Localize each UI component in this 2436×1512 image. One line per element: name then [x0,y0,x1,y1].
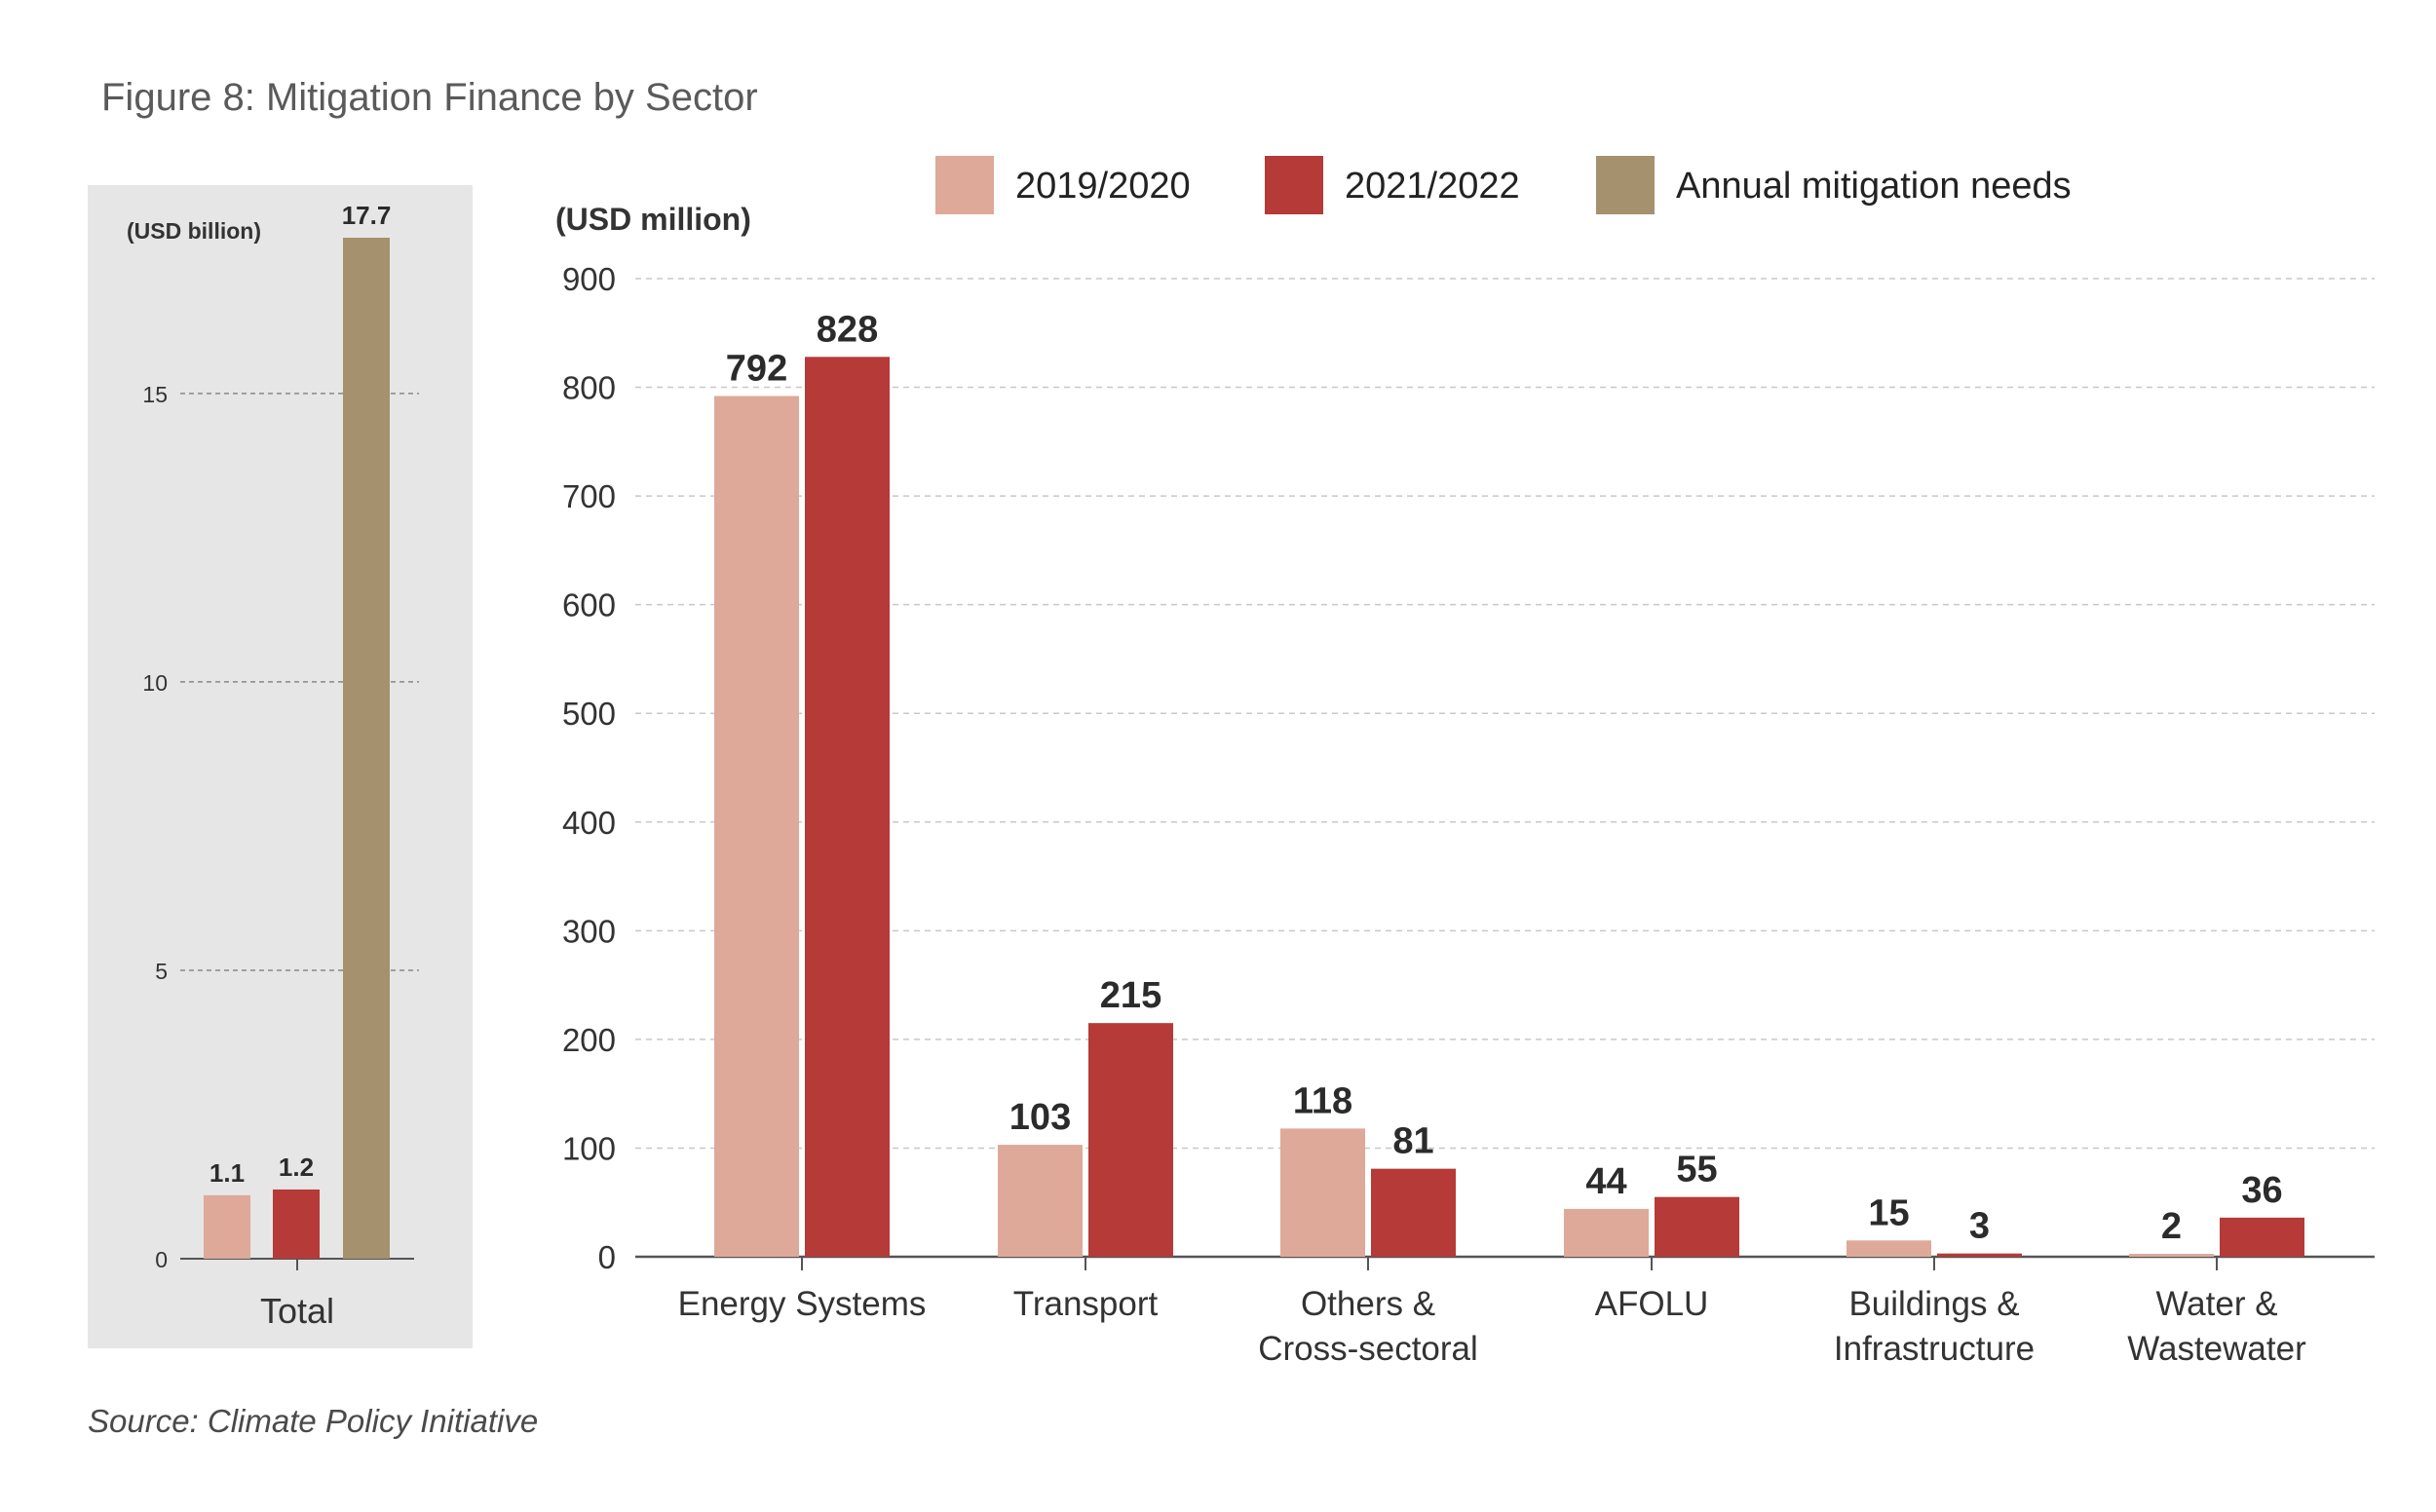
sector-value-label-2021-2022-2: 81 [1392,1121,1433,1162]
sector-category-label-2-0: Others & [1301,1285,1435,1323]
sector-chart: (USD million) 0 100 200 300 400 500 600 700 800 90… [555,202,2375,1368]
sector-category-label-5-1: Wastewater [2127,1330,2306,1368]
sector-y-tick-900: 900 [562,261,616,297]
sector-y-tick-400: 400 [562,805,616,841]
total-panel: (USD billion) 0 5 10 15 1.1 1.2 17.7 Total [88,185,473,1348]
legend-label-2021-2022: 2021/2022 [1345,166,1520,207]
sector-bar-2021-2022-0 [805,357,890,1257]
total-category-label: Total [260,1291,334,1331]
total-y-tick-0: 0 [155,1247,168,1272]
legend-label-2019-2020: 2019/2020 [1015,166,1191,207]
sector-y-tick-100: 100 [562,1130,616,1166]
sector-category-label-5-0: Water & [2155,1285,2277,1323]
sector-value-label-2021-2022-4: 3 [1969,1206,1990,1247]
total-bar-2021-2022 [273,1189,320,1259]
legend-swatch-2021-2022 [1265,156,1323,214]
sector-value-label-2019-2020-5: 2 [2161,1206,2182,1247]
sector-y-tick-600: 600 [562,587,616,624]
legend-swatch-annual-needs [1596,156,1655,214]
sector-value-label-2021-2022-3: 55 [1676,1150,1717,1191]
sector-y-axis-label: (USD million) [555,202,751,237]
sector-value-label-2019-2020-0: 792 [726,348,787,389]
figure-source: Source: Climate Policy Initiative [88,1403,539,1439]
total-panel-background [88,185,473,1348]
sector-category-label-2-1: Cross-sectoral [1258,1330,1478,1368]
legend-label-annual-needs: Annual mitigation needs [1676,166,2072,207]
sector-value-label-2019-2020-1: 103 [1009,1097,1071,1138]
sector-value-label-2019-2020-4: 15 [1868,1192,1909,1233]
sector-value-label-2021-2022-0: 828 [817,309,878,350]
sector-bar-2019-2020-4 [1846,1240,1931,1257]
sector-bar-2021-2022-2 [1371,1168,1456,1257]
sector-y-tick-0: 0 [598,1239,616,1275]
total-value-label-2019-2020: 1.1 [209,1158,245,1188]
legend-swatch-2019-2020 [935,156,994,214]
total-value-label-2021-2022: 1.2 [279,1153,314,1182]
sector-category-label-4-0: Buildings & [1848,1285,2019,1323]
sector-y-tick-300: 300 [562,913,616,949]
sector-category-label-0-0: Energy Systems [678,1285,927,1323]
sector-bar-2019-2020-3 [1564,1208,1649,1257]
total-bar-2019-2020 [204,1194,250,1259]
sector-value-label-2019-2020-3: 44 [1585,1161,1626,1202]
sector-bar-2019-2020-0 [714,396,799,1258]
figure-title: Figure 8: Mitigation Finance by Sector [101,76,758,119]
sector-value-label-2019-2020-2: 118 [1293,1080,1352,1121]
total-y-tick-10: 10 [142,670,168,696]
sector-category-label-4-1: Infrastructure [1834,1330,2035,1368]
sector-category-label-3-0: AFOLU [1595,1285,1709,1323]
sector-bar-2021-2022-1 [1088,1023,1173,1257]
sector-y-tick-500: 500 [562,696,616,732]
total-bar-annual-mitigation-needs [343,238,390,1259]
sector-y-tick-800: 800 [562,370,616,406]
total-y-axis-label: (USD billion) [127,218,261,244]
sector-bar-2021-2022-4 [1937,1253,2022,1257]
total-value-label-annual-mitigation-needs: 17.7 [342,201,392,230]
total-y-tick-15: 15 [142,382,168,407]
sector-category-label-1-0: Transport [1013,1285,1159,1323]
sector-y-tick-200: 200 [562,1022,616,1058]
total-y-tick-5: 5 [155,959,168,984]
sector-bar-2019-2020-5 [2129,1254,2214,1257]
sector-y-tick-700: 700 [562,478,616,514]
sector-bar-2021-2022-3 [1655,1196,1739,1257]
sector-value-label-2021-2022-1: 215 [1100,975,1161,1016]
sector-value-label-2021-2022-5: 36 [2241,1170,2282,1211]
sector-bar-2019-2020-2 [1280,1128,1365,1257]
sector-bar-2019-2020-1 [998,1145,1083,1257]
sector-bar-2021-2022-5 [2220,1217,2304,1257]
